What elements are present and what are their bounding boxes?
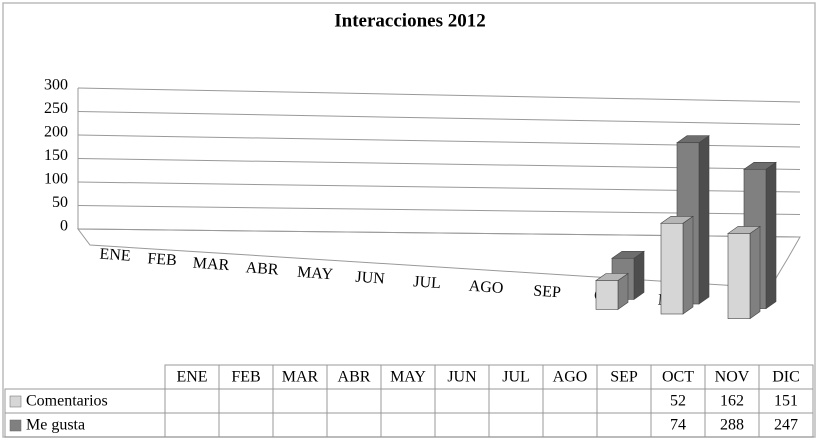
bar <box>595 272 629 310</box>
grid-line <box>77 111 801 125</box>
x-tick-label: JUL <box>413 273 442 292</box>
bar-front <box>595 280 619 310</box>
table-header: SEP <box>610 369 638 386</box>
x-tick-label: ABR <box>245 259 279 278</box>
table-header: JUL <box>502 369 530 386</box>
chart-title: Interacciones 2012 <box>334 10 485 31</box>
legend-label: Me gusta <box>26 417 85 434</box>
table-header: MAR <box>282 369 319 386</box>
table-header: DIC <box>772 369 800 386</box>
bar <box>727 225 761 320</box>
bar-front <box>727 233 751 319</box>
table-header: ABR <box>338 369 371 386</box>
bar-side <box>682 215 694 315</box>
y-tick-label: 150 <box>44 147 68 164</box>
table-value: 52 <box>670 393 686 410</box>
x-tick-label: JUN <box>355 269 386 288</box>
table-header: JUN <box>447 369 477 386</box>
bar <box>660 215 694 315</box>
x-tick-label: ENE <box>99 246 131 265</box>
table-header: ENE <box>176 369 207 386</box>
x-tick-label: SEP <box>533 283 562 302</box>
table-header: OCT <box>662 369 694 386</box>
table-header: MAY <box>390 369 426 386</box>
table-header: FEB <box>231 369 260 386</box>
bar-side <box>765 161 777 310</box>
bar-side <box>749 225 761 320</box>
table-value: 151 <box>774 393 798 410</box>
y-tick-label: 200 <box>44 124 68 141</box>
y-tick-label: 100 <box>44 171 68 188</box>
grid-line <box>77 87 801 103</box>
table-value: 288 <box>720 417 744 434</box>
y-tick-label: 300 <box>44 77 68 94</box>
x-tick-label: AGO <box>468 278 504 297</box>
table-header: AGO <box>553 369 588 386</box>
x-tick-label: MAY <box>297 264 334 283</box>
y-tick-label: 250 <box>44 100 68 117</box>
table-value: 162 <box>720 393 744 410</box>
bar-front <box>660 222 684 315</box>
y-tick-label: 0 <box>60 218 68 235</box>
y-tick-label: 50 <box>52 194 68 211</box>
table-value: 74 <box>670 417 686 434</box>
legend-swatch <box>9 395 22 408</box>
legend-swatch <box>9 419 22 432</box>
x-tick-label: FEB <box>147 250 177 269</box>
table-value: 247 <box>774 417 798 434</box>
table-header: NOV <box>715 369 750 386</box>
bar-side <box>633 250 645 300</box>
legend-label: Comentarios <box>26 393 108 410</box>
bar-side <box>698 135 710 305</box>
x-tick-label: MAR <box>192 255 230 275</box>
